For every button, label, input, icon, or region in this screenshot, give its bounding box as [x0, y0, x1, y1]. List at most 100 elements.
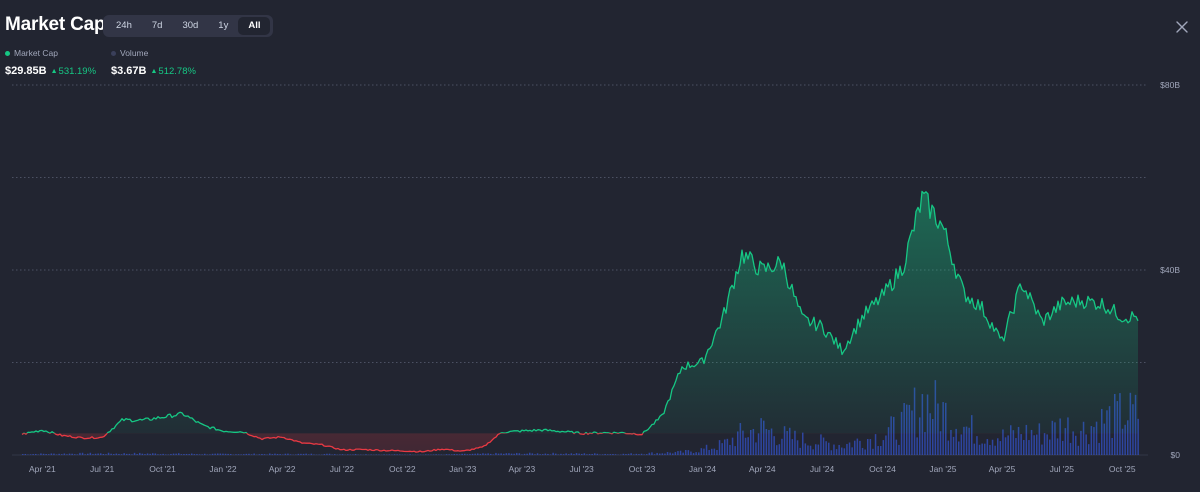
volume-bar — [435, 454, 437, 455]
volume-bar — [778, 444, 781, 455]
volume-bar — [916, 437, 918, 455]
volume-bar — [313, 454, 315, 455]
volume-bar — [856, 438, 859, 455]
volume-bar — [79, 452, 81, 455]
volume-bar — [635, 453, 638, 455]
volume-bar — [105, 454, 107, 455]
volume-bar — [146, 453, 149, 455]
volume-bar — [679, 450, 682, 455]
volume-bar — [867, 439, 869, 455]
x-tick-label: Jul '22 — [330, 464, 355, 474]
volume-bar — [521, 454, 523, 455]
volume-bar — [253, 453, 255, 455]
volume-bar — [885, 435, 887, 455]
close-glyph — [1176, 21, 1188, 33]
volume-bar — [40, 453, 42, 455]
volume-bar — [497, 453, 500, 455]
volume-bar — [544, 453, 547, 455]
volume-bar — [1085, 434, 1087, 455]
volume-bar — [339, 454, 341, 455]
volume-bar — [575, 453, 578, 455]
volume-bar — [310, 453, 313, 455]
volume-bar — [258, 454, 261, 455]
volume-bar — [835, 449, 838, 455]
legend-market-cap[interactable]: Market Cap $29.85B ▲ 531.19% — [5, 48, 96, 77]
volume-bar — [534, 454, 536, 455]
volume-bar — [976, 436, 978, 455]
volume-bar — [279, 454, 281, 455]
close-icon[interactable] — [1176, 20, 1188, 33]
volume-bar — [1043, 433, 1046, 455]
volume-bar — [557, 454, 560, 455]
volume-bar — [607, 454, 609, 455]
volume-bar — [724, 439, 726, 455]
range-tab-30d[interactable]: 30d — [182, 20, 199, 31]
volume-bar — [1007, 435, 1009, 455]
volume-bar — [136, 454, 138, 455]
volume-bar — [809, 445, 812, 455]
volume-bar — [214, 453, 216, 455]
volume-bar — [1002, 429, 1004, 455]
volume-bar — [204, 453, 206, 455]
market-cap-dot-icon — [5, 50, 10, 56]
volume-bar — [747, 437, 749, 455]
volume-bar — [825, 441, 827, 455]
volume-bar — [157, 454, 159, 455]
volume-bar — [999, 441, 1002, 455]
range-tab-24h[interactable]: 24h — [116, 20, 132, 31]
volume-bar — [812, 449, 814, 455]
volume-bar — [126, 453, 128, 455]
x-tick-label: Jan '25 — [929, 464, 956, 474]
range-tab-1y[interactable]: 1y — [218, 20, 229, 31]
volume-bar — [172, 453, 175, 455]
x-tick-label: Oct '22 — [389, 464, 416, 474]
volume-bar — [97, 453, 99, 455]
volume-bar — [638, 454, 640, 455]
volume-bar — [1090, 426, 1093, 455]
volume-bar — [604, 453, 606, 455]
volume-bar — [274, 453, 276, 455]
volume-bar — [531, 453, 534, 455]
volume-bar — [776, 445, 778, 455]
volume-bar — [523, 453, 526, 455]
volume-bar — [750, 429, 752, 455]
market-cap-area-down — [22, 433, 1138, 453]
volume-bar — [76, 454, 79, 455]
volume-bar — [640, 453, 643, 455]
volume-bar — [991, 439, 994, 455]
volume-bar — [1049, 439, 1051, 455]
volume-bar — [846, 443, 848, 455]
volume-bar — [971, 415, 973, 455]
volume-bar — [24, 453, 27, 455]
volume-bar — [185, 453, 188, 455]
chart-title: Market Cap — [5, 14, 106, 35]
volume-bar — [874, 434, 877, 455]
triangle-up-icon: ▲ — [50, 67, 58, 75]
volume-bar — [302, 453, 305, 455]
volume-bar — [1046, 434, 1048, 455]
volume-bar — [734, 446, 736, 455]
volume-bar — [471, 453, 474, 455]
legend-volume[interactable]: Volume $3.67B ▲ 512.78% — [111, 48, 196, 77]
volume-bar — [120, 454, 123, 455]
volume-bar — [42, 453, 45, 455]
volume-bar — [92, 454, 94, 455]
volume-bar — [510, 453, 513, 455]
volume-bar — [110, 453, 112, 455]
volume-value: $3.67B — [111, 65, 147, 77]
volume-bar — [518, 453, 521, 455]
volume-bar — [666, 452, 669, 455]
volume-bar — [757, 433, 760, 455]
volume-bar — [789, 427, 791, 455]
volume-change: 512.78% — [158, 65, 196, 77]
range-tab-all[interactable]: All — [238, 17, 271, 35]
volume-bar — [924, 432, 926, 455]
range-tab-7d[interactable]: 7d — [151, 20, 163, 31]
volume-bar — [193, 454, 196, 455]
volume-bar — [100, 453, 102, 455]
volume-bar — [952, 436, 955, 455]
volume-bar — [552, 452, 554, 455]
volume-bar — [222, 453, 224, 455]
volume-bar — [820, 434, 822, 455]
